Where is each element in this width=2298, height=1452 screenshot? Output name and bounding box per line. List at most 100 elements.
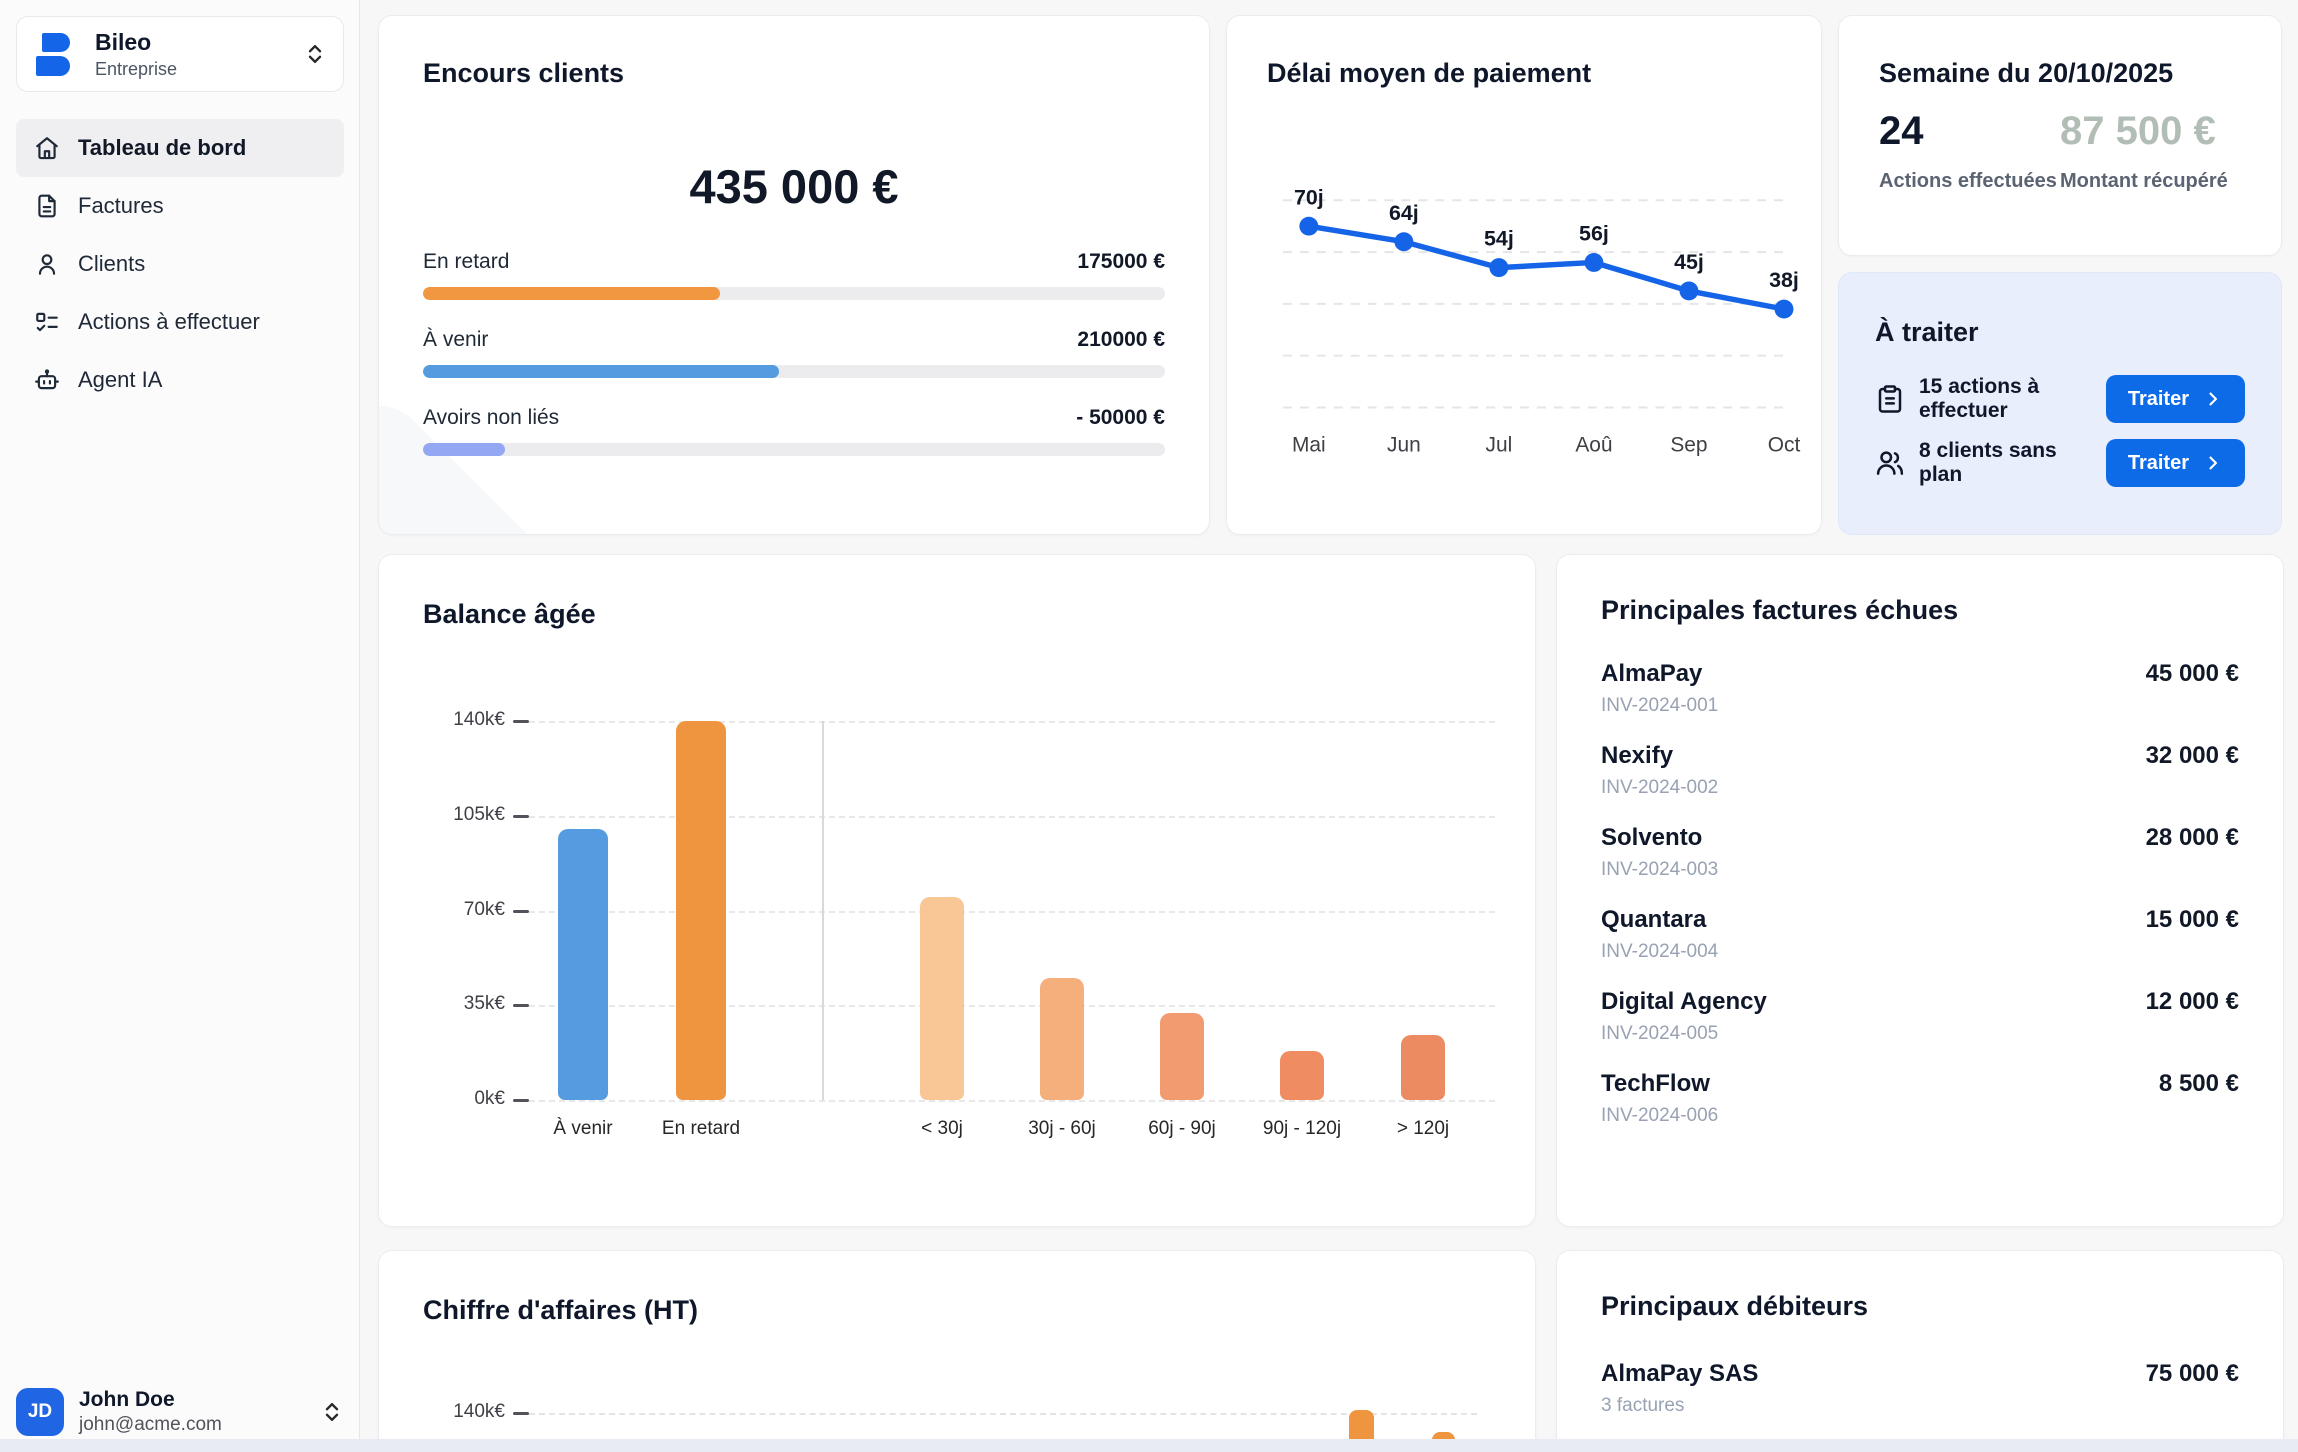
invoice-client-name: Nexify [1601, 742, 1674, 769]
invoice-row[interactable]: Digital Agency 12 000 € INV-2024-005 [1601, 988, 2239, 1045]
debtor-row[interactable]: AlmaPay SAS 75 000 € 3 factures [1601, 1360, 2239, 1417]
svg-text:56j: 56j [1579, 222, 1609, 246]
bar-3 [920, 896, 964, 1100]
invoice-amount: 28 000 € [2145, 824, 2239, 851]
y-axis-tick-label: 140k€ [453, 709, 505, 730]
card-title: Balance âgée [423, 599, 596, 629]
x-axis-category-label: 30j - 60j [1028, 1118, 1096, 1139]
week-stat-value: 87 500 € [2060, 109, 2216, 153]
week-stat-value: 24 [1879, 109, 1924, 153]
card-title: Principaux débiteurs [1601, 1291, 1869, 1321]
right-column: Semaine du 20/10/2025 24 Actions effectué… [1838, 15, 2282, 535]
svg-text:70j: 70j [1294, 185, 1324, 209]
card-chiffre-affaires: Chiffre d'affaires (HT) 140k€ [378, 1250, 1536, 1452]
y-axis-tick-mark [513, 1004, 529, 1008]
invoice-amount: 8 500 € [2158, 1070, 2239, 1097]
chevron-right-icon [2203, 453, 2223, 473]
gridline [529, 1005, 1495, 1008]
encours-row-amount: - 50000 € [1076, 406, 1165, 429]
y-axis-tick-label: 140k€ [453, 1401, 505, 1422]
chevron-right-icon [2203, 389, 2223, 409]
sidebar: Bileo Entreprise Tableau de bord Factures… [0, 0, 360, 1452]
bar-6 [1280, 1051, 1324, 1100]
main-content: Encours clients 435 000 € En retard 17500… [360, 0, 2298, 1452]
x-axis-category-label: En retard [661, 1118, 741, 1139]
invoice-row[interactable]: TechFlow 8 500 € INV-2024-006 [1601, 1070, 2239, 1127]
invoice-amount: 15 000 € [2145, 906, 2239, 933]
traiter-button[interactable]: Traiter [2105, 375, 2245, 423]
invoice-row[interactable]: Nexify 32 000 € INV-2024-002 [1601, 742, 2239, 799]
card-principaux-debiteurs: Principaux débiteurs AlmaPay SAS 75 000 €… [1556, 1250, 2284, 1452]
bottom-scroll-strip [0, 1439, 2298, 1452]
x-axis-category-label: > 120j [1396, 1118, 1450, 1139]
svg-text:Aoû: Aoû [1575, 433, 1612, 456]
invoice-client-name: AlmaPay [1601, 660, 1703, 687]
chevrons-up-down-icon [320, 1400, 344, 1424]
clipboard-icon [1875, 384, 1905, 414]
group-divider [822, 721, 824, 1100]
revenue-bar-chart: 140k€ [379, 1251, 1535, 1452]
week-stat-label: Montant récupéré [2060, 170, 2228, 192]
week-stat: 24 Actions effectuées [1879, 109, 2060, 193]
card-factures-echues: Principales factures échues AlmaPay 45 00… [1556, 554, 2284, 1227]
org-switcher[interactable]: Bileo Entreprise [16, 16, 344, 92]
debtor-amount: 75 000 € [2145, 1360, 2239, 1387]
encours-row-label: En retard [423, 250, 510, 273]
user-email: john@acme.com [79, 1414, 222, 1435]
sidebar-item-dashboard[interactable]: Tableau de bord [16, 119, 344, 177]
invoice-number: INV-2024-005 [1601, 1023, 1719, 1044]
checklist-icon [34, 309, 60, 335]
y-axis-tick-mark [513, 720, 529, 723]
card-balance-agee: Balance âgée 0k€ 35k€ 70k€ 105k€ 140k€ À veni… [378, 554, 1536, 1227]
sidebar-item-factures[interactable]: Factures [16, 177, 344, 235]
card-title: Délai moyen de paiement [1267, 58, 1592, 88]
invoice-number: INV-2024-002 [1601, 777, 1719, 798]
traiter-button[interactable]: Traiter [2105, 439, 2245, 487]
file-icon [34, 193, 60, 219]
invoice-client-name: TechFlow [1601, 1070, 1710, 1097]
card-semaine: Semaine du 20/10/2025 24 Actions effectué… [1838, 15, 2282, 256]
svg-text:64j: 64j [1389, 201, 1419, 225]
y-axis-tick-mark [513, 814, 529, 818]
traiter-button-label: Traiter [2127, 387, 2189, 410]
invoice-row[interactable]: Quantara 15 000 € INV-2024-004 [1601, 906, 2239, 963]
sidebar-item-label: Tableau de bord [78, 135, 247, 160]
y-axis-tick-label: 70k€ [463, 898, 505, 920]
user-menu[interactable]: JD John Doe john@acme.com [16, 1388, 344, 1436]
bileo-logo [33, 31, 79, 77]
encours-total: 435 000 € [689, 160, 899, 213]
svg-text:Mai: Mai [1292, 433, 1326, 456]
bar-2 [676, 721, 726, 1100]
sidebar-item-actions[interactable]: Actions à effectuer [16, 293, 344, 351]
invoice-row[interactable]: Solvento 28 000 € INV-2024-003 [1601, 824, 2239, 881]
encours-row: À venir 210000 € [423, 328, 1165, 378]
sidebar-item-agent-ia[interactable]: Agent IA [16, 351, 344, 409]
progress-fill [423, 443, 505, 456]
card-title: Semaine du 20/10/2025 [1879, 58, 2174, 88]
svg-text:Sep: Sep [1670, 433, 1707, 456]
invoice-row[interactable]: AlmaPay 45 000 € INV-2024-001 [1601, 660, 2239, 717]
todo-row: 15 actions à effectuer Traiter [1875, 375, 2245, 423]
traiter-button-label: Traiter [2127, 451, 2189, 474]
invoice-client-name: Quantara [1601, 906, 1707, 933]
week-stat-label: Actions effectuées [1879, 170, 2057, 192]
card-delai-paiement: Délai moyen de paiement 70j 64j 54j 56j 45j 3… [1226, 15, 1822, 535]
chevrons-up-down-icon [303, 42, 327, 66]
gridline [529, 1100, 1495, 1102]
invoice-number: INV-2024-006 [1601, 1105, 1719, 1126]
encours-row-label: À venir [423, 328, 489, 351]
y-axis-tick-mark [513, 909, 529, 913]
sidebar-item-label: Clients [78, 251, 146, 276]
gridline [529, 721, 1495, 723]
invoice-number: INV-2024-004 [1601, 941, 1719, 962]
sidebar-item-label: Agent IA [78, 367, 163, 392]
sidebar-item-label: Actions à effectuer [78, 309, 260, 334]
week-stat: 87 500 € Montant récupéré [2060, 109, 2241, 193]
svg-text:Jun: Jun [1387, 433, 1421, 456]
debtor-name: AlmaPay SAS [1601, 1360, 1759, 1387]
sidebar-nav: Tableau de bord Factures Clients Actions à … [16, 119, 344, 409]
x-axis-category-label: < 30j [921, 1118, 963, 1139]
sidebar-item-clients[interactable]: Clients [16, 235, 344, 293]
y-axis-tick-label: 35k€ [463, 993, 505, 1015]
bar-7 [1401, 1035, 1445, 1100]
